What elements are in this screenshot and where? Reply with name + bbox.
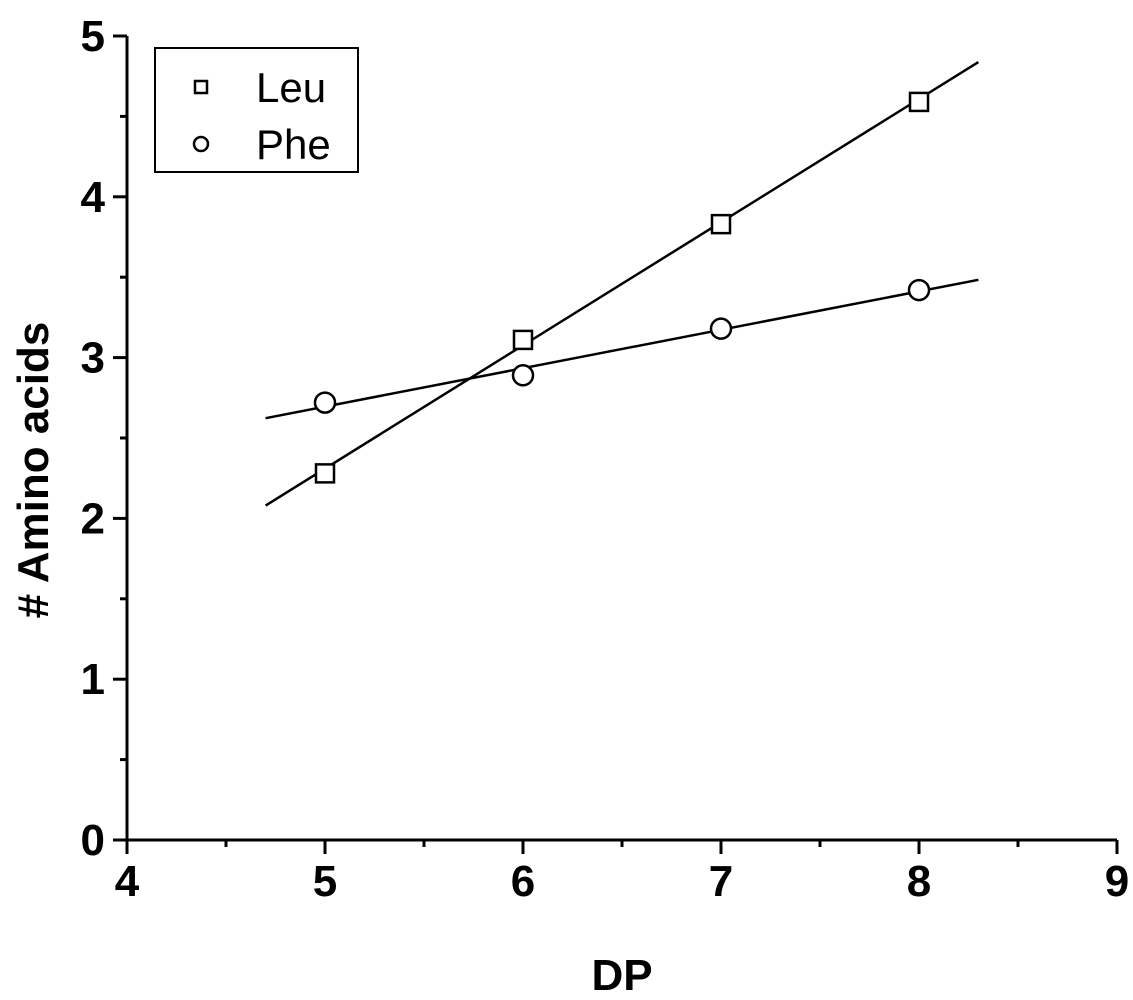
data-markers: [313, 91, 931, 484]
data-point-leu: [314, 463, 336, 484]
legend-marker-phe: [192, 135, 210, 153]
data-point-leu: [512, 329, 534, 351]
x-tick-label: 7: [709, 857, 733, 906]
data-point-phe: [709, 317, 733, 340]
data-point-leu: [908, 91, 930, 113]
y-tick-label: 5: [81, 12, 105, 61]
y-tick-label: 3: [81, 334, 105, 383]
data-point-phe: [907, 278, 931, 302]
x-axis-title: DP: [591, 951, 652, 1000]
x-tick-label: 4: [115, 857, 140, 906]
x-tick-label: 5: [313, 857, 337, 906]
data-point-phe: [511, 364, 535, 387]
x-tick-label: 6: [511, 857, 535, 906]
legend: Leu Phe: [154, 47, 359, 173]
axes: 4 5 6 7 8 9 0 1 2 3 4 5: [81, 12, 1130, 906]
y-tick-label: 2: [81, 494, 105, 543]
y-tick-label: 0: [81, 816, 105, 865]
legend-label-leu: Leu: [256, 64, 326, 111]
y-tick-label: 4: [81, 173, 106, 222]
x-tick-label: 8: [907, 857, 931, 906]
data-point-leu: [710, 213, 732, 235]
fit-lines: [264, 61, 980, 507]
y-axis-title: # Amino acids: [9, 322, 58, 619]
legend-marker-leu: [193, 79, 209, 95]
fit-line-phe: [265, 278, 979, 420]
y-tick-label: 1: [81, 655, 105, 704]
legend-label-phe: Phe: [256, 121, 331, 168]
data-point-phe: [313, 391, 337, 414]
fit-line-leu: [264, 61, 980, 507]
x-tick-label: 9: [1105, 857, 1129, 906]
legend-box: [154, 47, 359, 173]
